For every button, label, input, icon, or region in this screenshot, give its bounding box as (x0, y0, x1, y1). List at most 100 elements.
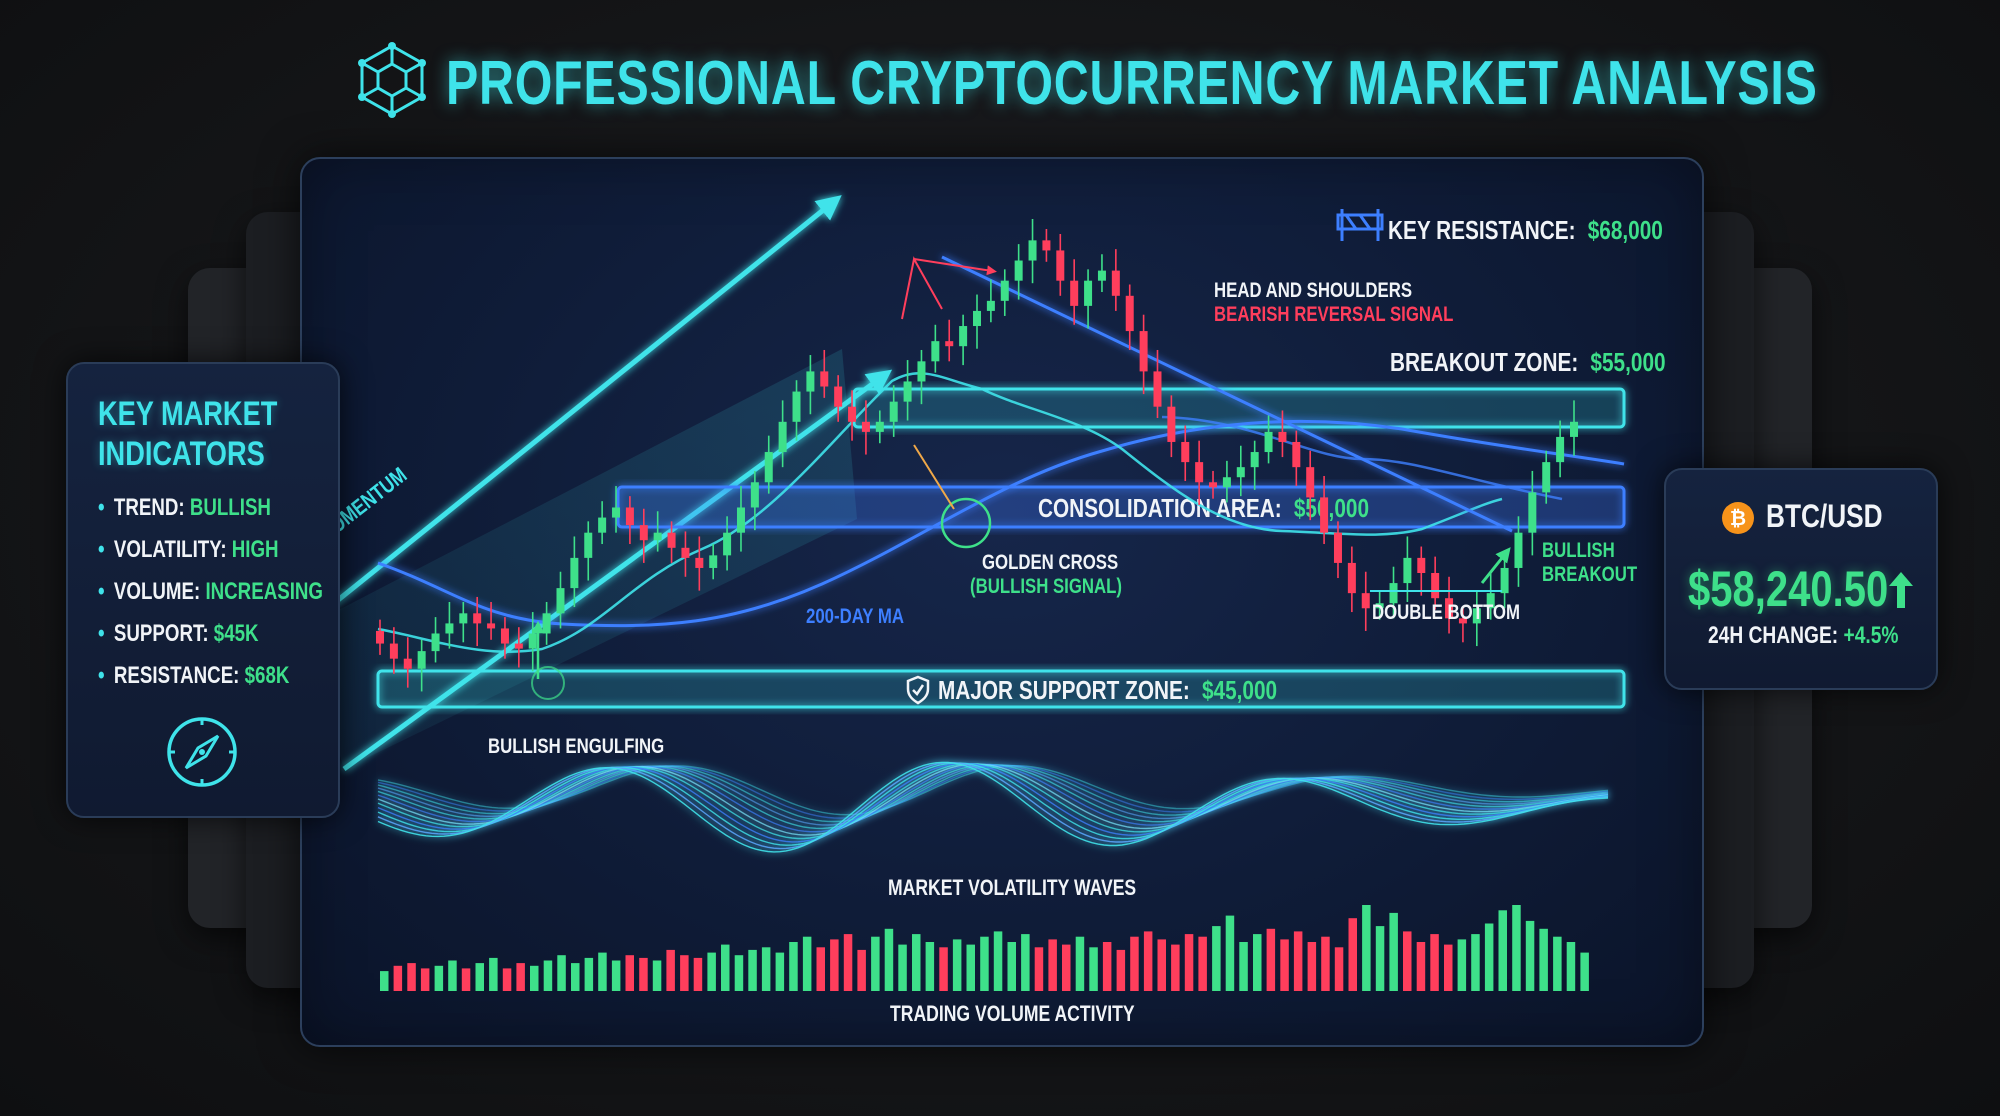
volatility-wave (377, 764, 1609, 826)
volume-bar (857, 949, 866, 991)
bullish-breakout-label-2: BREAKOUT (1542, 563, 1637, 586)
candle-body (570, 557, 579, 589)
key-resistance-label: KEY RESISTANCE: (1388, 216, 1576, 245)
page-title: PROFESSIONAL CRYPTOCURRENCY MARKET ANALY… (446, 49, 1818, 118)
volume-bar (1253, 934, 1262, 991)
volume-bar (1498, 910, 1507, 991)
candle-body (1306, 467, 1315, 498)
change-label: 24H CHANGE: (1708, 622, 1839, 649)
volume-bar (1102, 942, 1112, 991)
volume-bar (1157, 939, 1166, 991)
candle-body (1056, 250, 1065, 281)
bullet: • (98, 494, 105, 521)
bullish-breakout-arrow (1480, 547, 1511, 584)
volume-bar (1171, 944, 1180, 991)
title-bar: PROFESSIONAL CRYPTOCURRENCY MARKET ANALY… (0, 30, 2000, 130)
candle-body (1445, 598, 1454, 619)
candle-body (487, 623, 496, 629)
candle-body (584, 532, 593, 558)
indicator-label: SUPPORT: (113, 620, 209, 647)
volatility-wave (377, 761, 1609, 853)
volume-bar (543, 960, 553, 991)
candle-body (806, 371, 815, 392)
volume-bar (693, 957, 703, 991)
candle-body (750, 482, 759, 508)
volume-bar (1089, 947, 1098, 991)
shield-icon (906, 675, 930, 705)
volume-bar (775, 952, 785, 991)
candle-body (848, 406, 857, 422)
volume-bar (1143, 931, 1153, 991)
major-support-value: $45,000 (1202, 676, 1277, 705)
candle-body (681, 547, 690, 558)
volume-bar (1580, 952, 1589, 991)
volume-bar (871, 936, 880, 991)
indicator-label: VOLATILITY: (113, 536, 227, 563)
candle-body (1028, 240, 1037, 261)
volume-bar (1539, 928, 1548, 991)
key-indicators-card: KEY MARKET INDICATORS • TREND: BULLISH • V… (66, 362, 340, 818)
candle-body (736, 507, 745, 533)
indicator-resistance: • RESISTANCE: $68K (98, 662, 289, 690)
volume-bar (843, 934, 853, 991)
candle-body (1209, 482, 1218, 488)
volume-bar (1430, 934, 1439, 991)
candle-body (1542, 462, 1551, 493)
volume-bar (448, 960, 457, 991)
volume-bar (1403, 931, 1412, 991)
volume-bar (1307, 942, 1317, 991)
volume-bar (1293, 931, 1303, 991)
price-chart: BULLISH MOMENTUM KEY RESISTANCE: $68,000… (302, 195, 1666, 1027)
volume-bar (707, 952, 716, 991)
candle-body (986, 300, 995, 311)
indicators-title-line1: KEY MARKET (98, 395, 278, 433)
volume-bars (380, 905, 1589, 991)
candle-body (861, 421, 870, 432)
volume-bar (1512, 905, 1521, 991)
bullet: • (98, 662, 105, 689)
volume-bar (557, 955, 566, 991)
candle-body (667, 532, 676, 548)
volatility-wave (377, 762, 1609, 840)
volume-bar (1034, 947, 1044, 991)
candle-body (459, 613, 468, 624)
volume-bar (611, 960, 621, 991)
consolidation-value: $50,000 (1294, 494, 1369, 523)
volume-bar (830, 939, 839, 991)
breakout-ma-line (1161, 415, 1563, 501)
bullish-channel (302, 349, 857, 769)
volume-bar (530, 965, 539, 991)
volume-bar (571, 963, 580, 991)
consolidation-zone (616, 485, 1626, 529)
candle-body (875, 421, 884, 432)
candle-body (376, 630, 384, 644)
key-resistance-value: $68,000 (1588, 216, 1663, 245)
indicators-title-line2: INDICATORS (98, 435, 265, 473)
volatility-wave (377, 763, 1609, 836)
candle-body (1431, 573, 1440, 599)
candle-body (1070, 280, 1079, 306)
candle-body (1472, 608, 1481, 624)
indicator-label: RESISTANCE: (113, 662, 240, 689)
ma-50-line (377, 372, 1503, 653)
candle-body (1417, 557, 1426, 573)
compass-icon (167, 717, 237, 787)
volume-bar (584, 957, 594, 991)
bullish-engulfing-marker (531, 666, 565, 700)
candle-body (917, 361, 926, 382)
candle-body (1500, 567, 1509, 594)
svg-text:₿: ₿ (1730, 506, 1746, 530)
breakout-zone-label: BREAKOUT ZONE: (1390, 348, 1578, 377)
candle-body (820, 371, 829, 387)
candle-body (1236, 467, 1245, 478)
volume-bar (898, 944, 907, 991)
head-shoulders-pointer (901, 256, 992, 320)
volume-bar (912, 934, 921, 991)
volume-bar (1116, 949, 1126, 991)
volume-bar (1048, 939, 1057, 991)
volume-bar (1471, 934, 1480, 991)
indicator-value: BULLISH (189, 494, 271, 521)
candle-body (792, 391, 801, 422)
candle-body (556, 588, 565, 614)
volume-bar (1362, 905, 1371, 991)
